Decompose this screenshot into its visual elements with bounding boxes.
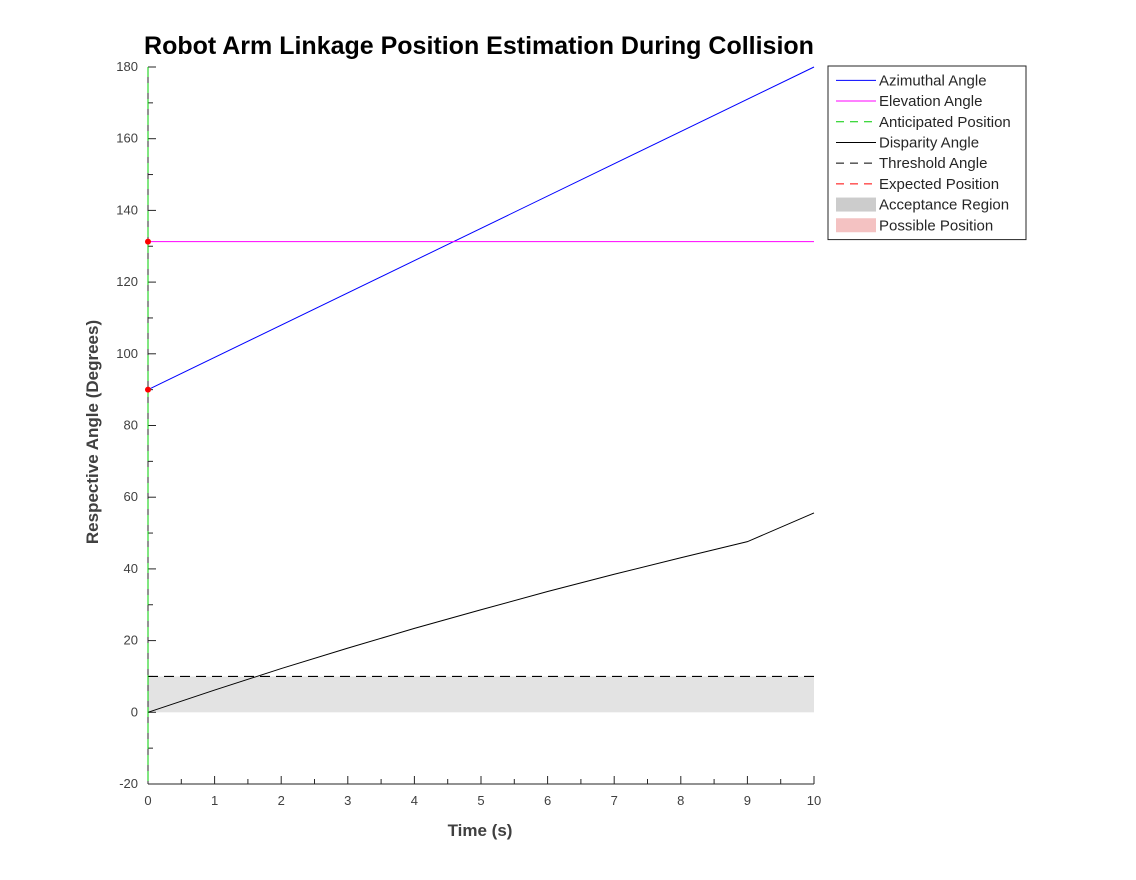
legend-label-disparity-angle: Disparity Angle — [879, 134, 979, 151]
legend-swatch-possible-position — [836, 218, 876, 233]
y-axis-label: Respective Angle (Degrees) — [83, 320, 102, 544]
y-tick-label: -20 — [119, 776, 138, 791]
x-tick-label: 6 — [544, 793, 551, 808]
y-tick-label: 140 — [116, 202, 138, 217]
legend-label-expected-position: Expected Position — [879, 176, 999, 193]
chart-title: Robot Arm Linkage Position Estimation Du… — [144, 32, 814, 60]
legend-label-elevation-angle: Elevation Angle — [879, 93, 982, 110]
y-tick-label: 60 — [124, 489, 138, 504]
x-tick-label: 7 — [611, 793, 618, 808]
x-tick-label: 9 — [744, 793, 751, 808]
acceptance-region-band — [148, 676, 814, 713]
legend-label-anticipated-position: Anticipated Position — [879, 114, 1011, 131]
legend-label-threshold-angle: Threshold Angle — [879, 155, 987, 172]
y-tick-label: 180 — [116, 59, 138, 74]
y-tick-label: 160 — [116, 131, 138, 146]
y-tick-label: 120 — [116, 274, 138, 289]
x-tick-label: 4 — [411, 793, 418, 808]
legend-label-azimuthal-angle: Azimuthal Angle — [879, 72, 987, 89]
y-tick-label: 20 — [124, 633, 138, 648]
x-tick-label: 10 — [807, 793, 821, 808]
y-tick-label: 40 — [124, 561, 138, 576]
y-tick-label: 80 — [124, 418, 138, 433]
x-tick-label: 5 — [477, 793, 484, 808]
x-tick-label: 1 — [211, 793, 218, 808]
x-tick-label: 2 — [278, 793, 285, 808]
legend-label-acceptance-region: Acceptance Region — [879, 197, 1009, 214]
expected-position-point — [145, 386, 151, 393]
plot-area: -20 0 20 40 60 80 100 120 140 160 180 0 1 2 3 4 5 6 7 8 9 10 — [116, 59, 821, 808]
x-tick-label: 0 — [144, 793, 151, 808]
legend-label-possible-position: Possible Position — [879, 217, 993, 234]
legend-swatch-acceptance-region — [836, 197, 876, 212]
y-tick-label: 0 — [131, 704, 138, 719]
x-tick-label: 8 — [677, 793, 684, 808]
x-tick-label: 3 — [344, 793, 351, 808]
expected-position-point — [145, 238, 151, 245]
x-axis-label: Time (s) — [448, 821, 513, 840]
azimuthal-angle-line — [147, 66, 815, 391]
y-tick-label: 100 — [116, 346, 138, 361]
disparity-angle-line — [147, 512, 815, 713]
legend: Azimuthal Angle Elevation Angle Anticipate… — [827, 65, 1027, 241]
